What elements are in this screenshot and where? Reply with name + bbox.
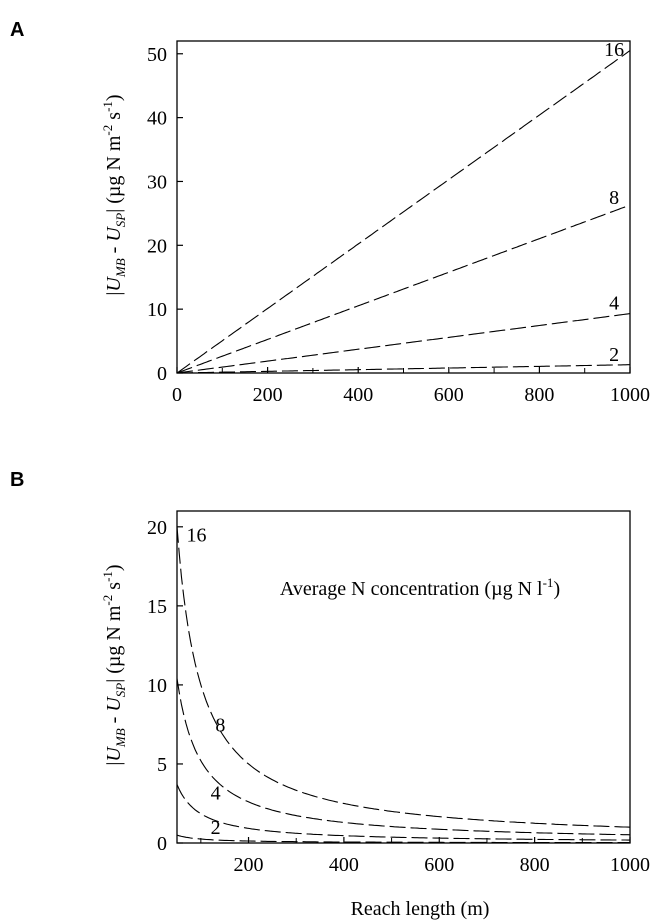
x-tick-label: 200 [234,854,264,876]
series-line-2 [177,364,630,374]
x-tick-label: 800 [520,854,550,876]
x-tick-label: 200 [253,384,283,406]
panel-letter-b: B [10,469,24,491]
y-tick-label: 10 [147,675,167,697]
y-tick-label: 20 [147,235,167,257]
series-line-8 [176,678,631,836]
series-line-16 [176,50,631,374]
y-tick-label: 0 [157,833,167,855]
x-tick-label: 0 [172,384,182,406]
x-tick-label: 400 [343,384,373,406]
x-tick-label: 400 [329,854,359,876]
plot-frame-a [176,40,631,374]
series-line-4 [176,313,631,374]
y-axis-label-b: |UMB - USP| (µg N m-2 s-1) [100,564,128,765]
series-label-4: 4 [609,292,619,314]
series-label-16: 16 [604,39,624,61]
series-label-8: 8 [215,714,225,736]
series-label-8: 8 [609,187,619,209]
y-axis-label-a: |UMB - USP| (µg N m-2 s-1) [100,94,128,295]
y-tick-label: 40 [147,108,167,130]
axis-ticks-b: 0 5 10 15 20 200 400 600 800 1000 [147,517,650,876]
series-group-b: 16 8 4 2 [176,525,631,844]
series-label-2: 2 [609,344,619,366]
series-label-2: 2 [211,817,221,839]
y-tick-label: 5 [157,754,167,776]
x-axis-label-b: Reach length (m) [351,898,490,920]
y-tick-label: 15 [147,596,167,618]
x-tick-label: 600 [424,854,454,876]
panel-b: B 0 5 10 15 20 200 400 600 800 1000 16 8 4 2 Reach l… [10,469,650,920]
series-line-4 [176,784,630,841]
x-tick-label: 600 [434,384,464,406]
series-label-16: 16 [187,525,207,547]
axis-ticks-a: 0 10 20 30 40 50 0 200 400 600 800 1000 [147,44,650,406]
x-tick-label: 1000 [610,384,650,406]
series-group-a: 16 8 4 2 [176,39,631,374]
panel-a: A 0 10 20 30 40 50 0 200 400 600 800 1000 16 8 4 2 Ave… [10,19,650,600]
series-line-8 [176,204,631,374]
y-tick-label: 10 [147,299,167,321]
x-tick-label: 1000 [610,854,650,876]
plot-frame-b [176,510,631,844]
series-line-16 [176,526,631,828]
y-tick-label: 50 [147,44,167,66]
series-line-2 [176,834,630,844]
y-tick-label: 0 [157,363,167,385]
panel-letter-a: A [10,19,24,41]
x-tick-label: 800 [524,384,554,406]
y-tick-label: 20 [147,517,167,539]
series-label-4: 4 [211,782,221,804]
x-axis-label-a: Average N concentration (µg N l-1) [280,575,560,600]
y-tick-label: 30 [147,171,167,193]
